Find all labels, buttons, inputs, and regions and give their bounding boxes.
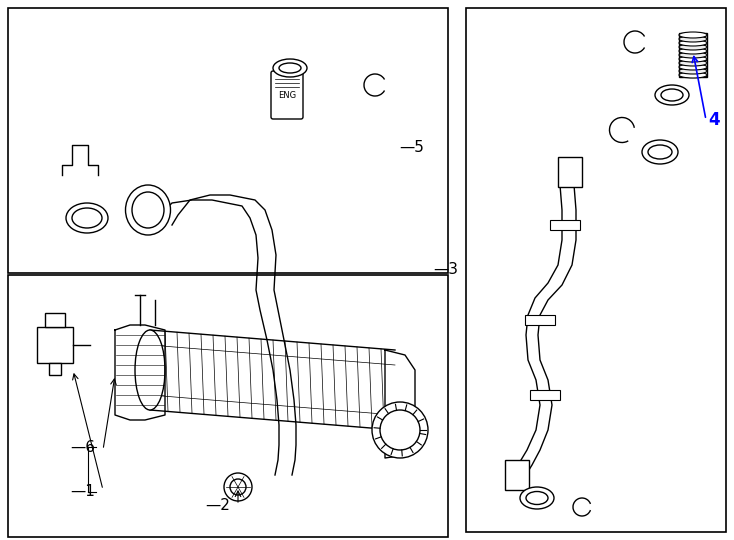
Ellipse shape (679, 64, 707, 70)
Text: —5: —5 (399, 140, 424, 156)
Circle shape (380, 410, 420, 450)
Text: 4: 4 (708, 111, 720, 129)
Ellipse shape (679, 32, 707, 38)
Bar (505, 460, 529, 490)
Ellipse shape (679, 52, 707, 58)
Text: —2: —2 (205, 498, 230, 514)
Ellipse shape (679, 36, 707, 42)
Circle shape (230, 479, 246, 495)
Circle shape (224, 473, 252, 501)
Ellipse shape (273, 59, 307, 77)
Bar (8, 8, 448, 273)
Ellipse shape (526, 491, 548, 504)
Ellipse shape (135, 330, 165, 410)
Circle shape (372, 402, 428, 458)
Ellipse shape (655, 85, 689, 105)
Bar (530, 390, 560, 400)
Ellipse shape (520, 487, 554, 509)
Text: —3: —3 (433, 262, 458, 278)
Bar (8, 275, 448, 537)
Ellipse shape (648, 145, 672, 159)
Text: —6: —6 (70, 440, 95, 455)
Bar (49, 363, 61, 375)
Bar (525, 315, 555, 325)
Ellipse shape (661, 89, 683, 101)
Ellipse shape (66, 203, 108, 233)
Ellipse shape (679, 56, 707, 62)
Ellipse shape (72, 208, 102, 228)
Ellipse shape (679, 40, 707, 46)
Bar (37, 327, 73, 363)
Bar (558, 157, 582, 187)
Bar (45, 313, 65, 327)
Ellipse shape (679, 44, 707, 50)
Bar (466, 8, 726, 532)
Text: —1: —1 (70, 484, 95, 500)
Ellipse shape (279, 63, 301, 73)
Ellipse shape (679, 48, 707, 54)
Ellipse shape (679, 68, 707, 74)
FancyBboxPatch shape (271, 71, 303, 119)
Bar (679, 33, 707, 77)
Ellipse shape (642, 140, 678, 164)
Ellipse shape (126, 185, 170, 235)
Ellipse shape (679, 60, 707, 66)
Ellipse shape (132, 192, 164, 228)
Text: ENG: ENG (278, 91, 296, 99)
Ellipse shape (679, 72, 707, 78)
Bar (550, 220, 580, 230)
